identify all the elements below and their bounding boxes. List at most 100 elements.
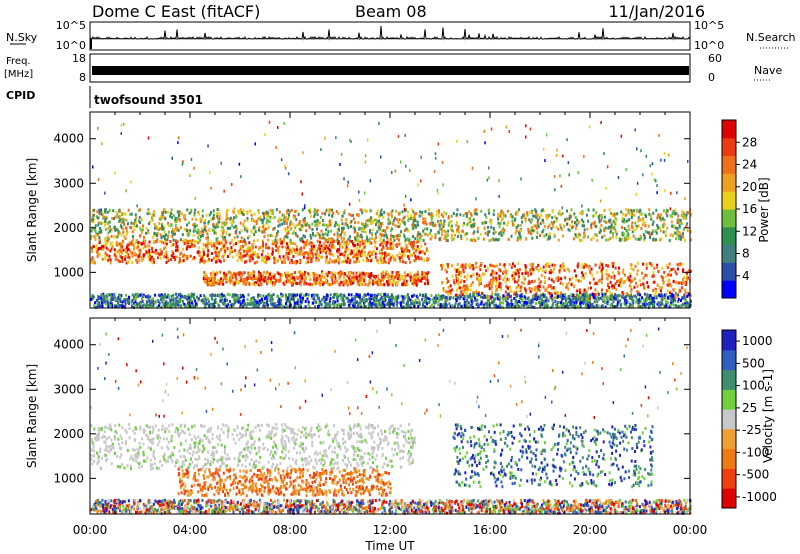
echo-cell [549,268,552,272]
echo-cell [312,282,315,286]
echo-cell [201,214,204,218]
echo-cell [450,236,453,240]
echo-cell [405,246,408,250]
echo-cell [438,295,441,299]
echo-cell [400,247,403,251]
station-title: Dome C East (fitACF) [92,2,260,21]
echo-cell [262,304,265,308]
echo-cell [413,274,416,278]
echo-cell [644,213,647,217]
echo-cell [408,241,411,245]
echo-cell [323,249,326,253]
echo-cell [307,300,310,304]
echo-cell [543,224,546,228]
echo-cell [360,281,363,285]
echo-cell [216,208,219,211]
echo-cell [106,216,108,220]
echo-cell [458,286,461,290]
echo-cell [449,304,452,308]
echo-cell [267,292,270,296]
echo-cell [316,239,319,243]
echo-cell [151,213,154,217]
echo-cell [158,253,161,257]
echo-cell [372,279,374,283]
echo-cell [477,236,480,240]
echo-cell [465,285,468,289]
echo-cell [414,254,417,258]
echo-cell [674,296,677,300]
echo-cell [140,255,143,259]
echo-cell [166,295,169,299]
echo-cell [263,230,266,234]
echo-cell [335,239,338,243]
echo-cell [460,290,463,294]
echo-cell [200,254,203,258]
echo-cell [579,238,581,242]
echo-cell [213,247,216,251]
echo-cell [490,285,493,289]
echo-cell [240,274,242,278]
echo-cell [495,289,498,293]
echo-cell [205,243,208,247]
echo-cell [636,209,639,213]
echo-cell [417,240,420,244]
echo-cell [289,278,292,282]
echo-cell [254,245,257,249]
echo-cell [424,242,427,246]
echo-cell [430,303,433,307]
echo-cell [101,257,104,261]
echo-cell [576,235,579,239]
echo-cell [153,239,156,243]
echo-cell [514,272,517,276]
echo-cell [316,252,319,256]
echo-cell [125,229,128,233]
echo-cell [675,272,678,276]
echo-cell [488,230,491,234]
echo-cell [605,238,608,242]
echo-cell [338,257,341,261]
echo-cell [456,220,458,224]
echo-cell [537,263,540,267]
echo-cell [167,221,170,225]
echo-cell [631,214,633,218]
echo-cell [512,262,514,266]
echo-cell [330,276,333,280]
echo-cell [104,237,107,241]
echo-cell [627,276,630,280]
echo-cell [279,240,282,244]
echo-cell [636,272,639,276]
echo-cell [555,303,558,307]
echo-cell [452,237,455,241]
echo-cell [625,213,628,216]
echo-cell [131,230,134,234]
echo-cell [385,243,388,247]
echo-cell [462,213,465,217]
echo-cell [424,300,427,304]
echo-cell [659,238,661,242]
echo-cell [289,249,292,253]
echo-cell [373,275,376,279]
echo-cell [517,271,520,275]
echo-cell [612,262,615,265]
echo-cell [513,280,516,284]
echo-cell [375,218,378,222]
echo-cell [238,272,241,276]
echo-cell [488,239,491,243]
echo-cell [299,228,302,232]
echo-cell [398,233,401,237]
echo-cell [463,280,466,283]
echo-cell [397,279,400,283]
echo-cell [658,293,661,297]
echo-cell [550,292,553,296]
echo-cell [518,228,521,232]
echo-cell [562,234,564,238]
echo-cell [228,293,231,297]
echo-cell [438,220,441,224]
echo-cell [298,252,301,256]
echo-cell [347,242,350,246]
freq-tick-top: 18 [72,52,86,65]
echo-cell [415,283,418,287]
echo-cell [252,239,255,243]
echo-cell [370,241,373,245]
echo-cell [117,258,119,262]
